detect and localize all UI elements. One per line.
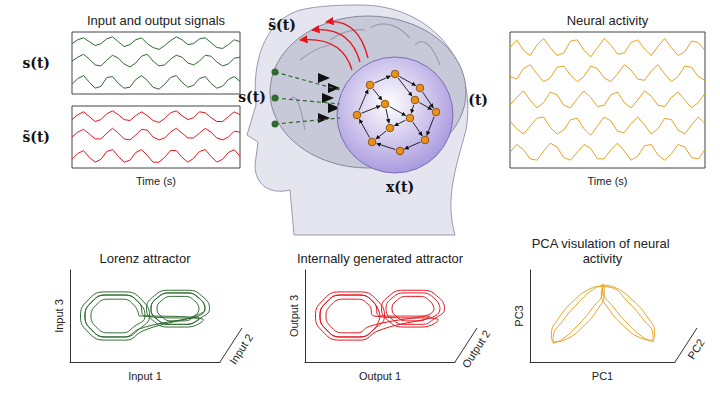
svg-text:Input and output signals: Input and output signals [87, 13, 226, 28]
svg-text:Output 3: Output 3 [288, 295, 300, 337]
svg-text:Internally generated attractor: Internally generated attractor [297, 251, 464, 266]
svg-text:x(t): x(t) [386, 179, 414, 195]
svg-text:xᵢ(t): xᵢ(t) [457, 92, 488, 108]
svg-text:Time (s): Time (s) [136, 175, 176, 187]
svg-text:Neural activity: Neural activity [567, 13, 649, 28]
svg-text:PC1: PC1 [592, 370, 613, 382]
svg-text:PCA visulation of neural: PCA visulation of neural [532, 236, 674, 251]
svg-text:Lorenz attractor: Lorenz attractor [99, 251, 191, 266]
svg-text:PC2: PC2 [685, 337, 707, 361]
svg-text:PC3: PC3 [513, 305, 525, 326]
svg-text:s(t): s(t) [238, 89, 266, 105]
svg-text:Input 1: Input 1 [128, 370, 162, 382]
svg-text:Output 1: Output 1 [359, 370, 401, 382]
svg-text:s(t): s(t) [22, 55, 50, 71]
svg-text:activity: activity [583, 251, 623, 266]
svg-text:Input 3: Input 3 [53, 299, 65, 333]
svg-text:Input 2: Input 2 [227, 332, 255, 367]
svg-text:s̃(t): s̃(t) [22, 129, 50, 145]
svg-text:s̃(t): s̃(t) [268, 17, 296, 33]
svg-text:Output 2: Output 2 [460, 328, 493, 370]
svg-text:Time (s): Time (s) [588, 175, 628, 187]
